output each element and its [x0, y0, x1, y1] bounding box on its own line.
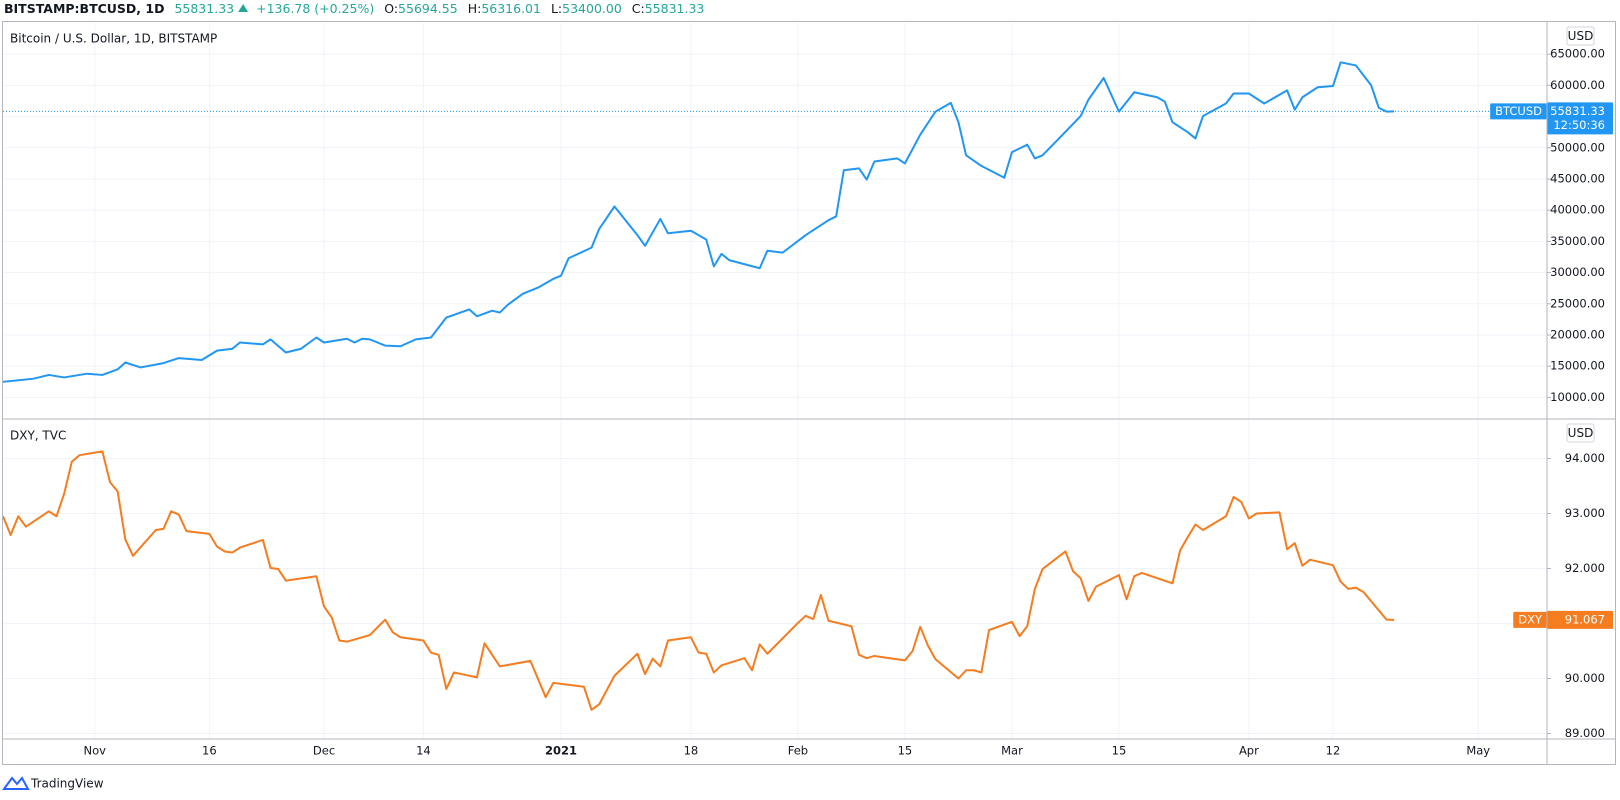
series-badge: BTCUSD: [1490, 103, 1547, 120]
x-tick-label: Dec: [313, 744, 335, 758]
x-tick-label: Nov: [83, 744, 106, 758]
brand-icon: [2, 776, 30, 790]
series-name: BTCUSD: [1495, 104, 1542, 118]
y-tick-label: 65000.00: [1550, 47, 1605, 61]
ohlc-value: 55831.33: [645, 1, 705, 16]
pane-title: DXY, TVC: [10, 429, 66, 443]
price-badge-value: 91.067: [1565, 612, 1605, 626]
y-tick-label: 94.000: [1565, 451, 1605, 465]
header-bar: BITSTAMP:BTCUSD, 1D 55831.33 +136.78 (+0…: [4, 1, 704, 16]
chart-frame: [2, 21, 1616, 765]
plot-layer: [2, 61, 1547, 711]
grid-layer: [3, 23, 1547, 739]
brand-name: TradingView: [30, 777, 104, 791]
y-tick-label: 50000.00: [1550, 140, 1605, 154]
ohlc-label: C:: [632, 1, 645, 16]
price-badge-value: 55831.33: [1550, 104, 1605, 118]
x-tick-label: 15: [898, 744, 913, 758]
series-badge-bg: [1513, 611, 1547, 628]
y-tick-label: 20000.00: [1550, 328, 1605, 342]
x-tick-label: 14: [416, 744, 431, 758]
x-tick-label: Mar: [1001, 744, 1023, 758]
series-badge: DXY: [1513, 611, 1547, 628]
last-price: 55831.33: [174, 1, 234, 16]
currency: USD: [1568, 29, 1594, 43]
series-line: [2, 450, 1395, 711]
y-tick-label: 10000.00: [1550, 390, 1605, 404]
currency: USD: [1568, 426, 1594, 440]
y-tick-label: 93.000: [1565, 506, 1605, 520]
y-tick-label: 60000.00: [1550, 78, 1605, 92]
y-tick-label: 15000.00: [1550, 359, 1605, 373]
y-tick-label: 30000.00: [1550, 265, 1605, 279]
pane-title: Bitcoin / U.S. Dollar, 1D, BITSTAMP: [10, 32, 217, 46]
x-tick-label: 12: [1326, 744, 1341, 758]
x-tick-label: Apr: [1239, 744, 1259, 758]
x-tick-label: Feb: [788, 744, 808, 758]
y-tick-label: 45000.00: [1550, 172, 1605, 186]
ohlc-value: 53400.00: [562, 1, 622, 16]
ohlc-label: L:: [551, 1, 562, 16]
y-tick-label: 90.000: [1565, 671, 1605, 685]
x-tick-label: 15: [1112, 744, 1127, 758]
y-tick-label: 25000.00: [1550, 296, 1605, 310]
up-arrow: [238, 4, 249, 12]
y-tick-label: 92.000: [1565, 561, 1605, 575]
x-tick-label: 18: [684, 744, 699, 758]
x-tick-label: 2021: [545, 744, 577, 758]
ohlc-value: 56316.01: [481, 1, 541, 16]
ohlc-label: O:: [384, 1, 398, 16]
series-name: DXY: [1518, 612, 1543, 626]
series-line: [2, 61, 1395, 383]
y-tick-label: 89.000: [1565, 726, 1605, 740]
y-tick-label: 40000.00: [1550, 203, 1605, 217]
currency-box: [1566, 26, 1595, 46]
price-badge-bg: [1547, 610, 1613, 629]
axis-layer: 10000.00 15000.00 20000.00 25000.00 30000.00…: [10, 26, 1613, 758]
x-tick-label: 16: [202, 744, 217, 758]
change: +136.78 (+0.25%): [256, 1, 374, 16]
price-badge-bg: [1547, 102, 1613, 135]
symbol: BITSTAMP:BTCUSD, 1D: [4, 1, 164, 16]
y-tick-label: 35000.00: [1550, 234, 1605, 248]
ohlc-value: 55694.55: [398, 1, 458, 16]
panes: 10000.00 15000.00 20000.00 25000.00 30000.00…: [2, 23, 1613, 758]
ohlc-label: H:: [468, 1, 482, 16]
series-badge-bg: [1490, 103, 1547, 120]
brand-logo[interactable]: TradingView: [2, 776, 104, 791]
x-tick-label: May: [1466, 744, 1490, 758]
countdown: 12:50:36: [1553, 118, 1605, 132]
currency-box: [1566, 423, 1595, 443]
